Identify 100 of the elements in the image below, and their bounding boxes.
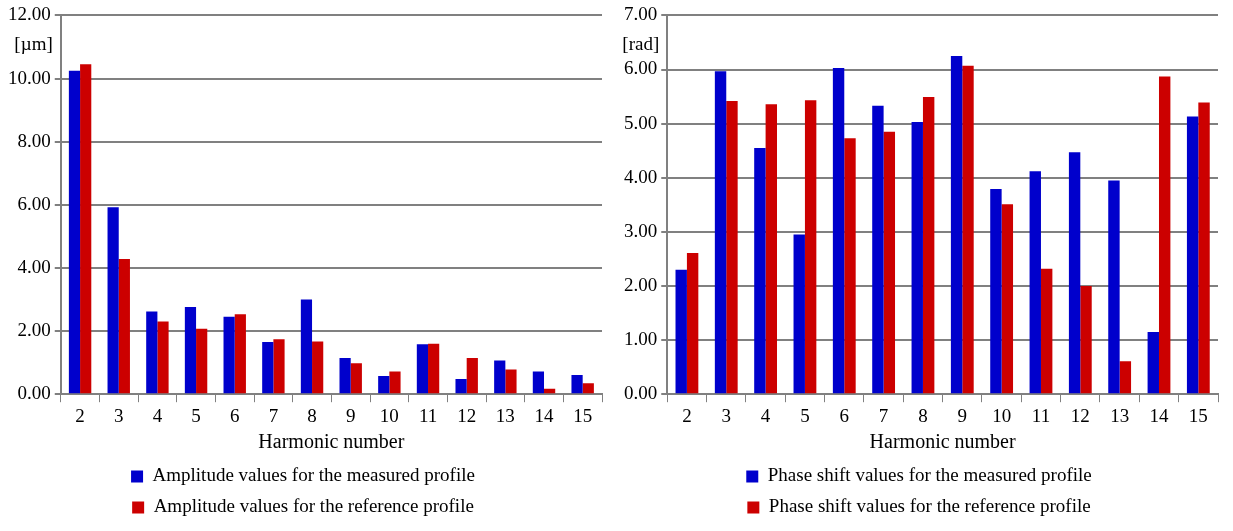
bar bbox=[1147, 331, 1159, 394]
bar bbox=[378, 375, 390, 394]
legend-label: Phase shift values for the reference profile bbox=[768, 495, 1091, 517]
y-tick-label: 0.00 bbox=[624, 382, 658, 404]
bar bbox=[544, 388, 556, 394]
y-tick-label: 5.00 bbox=[624, 111, 658, 133]
x-tick-label: 8 bbox=[307, 404, 317, 426]
x-axis-title: Harmonic number bbox=[258, 430, 405, 453]
bar bbox=[300, 299, 313, 394]
y-tick-label: 1.00 bbox=[624, 328, 658, 350]
bar bbox=[872, 105, 884, 394]
bar bbox=[922, 97, 935, 394]
bar bbox=[262, 342, 274, 394]
bar bbox=[1029, 171, 1041, 394]
bar bbox=[804, 100, 817, 394]
y-tick-label: 12.00 bbox=[8, 3, 51, 25]
x-tick-label: 5 bbox=[191, 404, 201, 426]
x-tick-label: 11 bbox=[1031, 404, 1051, 426]
bar bbox=[726, 100, 738, 394]
y-tick-label: 8.00 bbox=[17, 129, 51, 151]
bar bbox=[1080, 285, 1092, 394]
bar bbox=[146, 311, 158, 394]
bar bbox=[505, 369, 517, 394]
x-tick-label: 9 bbox=[957, 404, 968, 426]
x-tick-label: 14 bbox=[1149, 404, 1169, 426]
x-tick-label: 5 bbox=[800, 404, 810, 426]
bar bbox=[494, 360, 506, 394]
x-tick-label: 9 bbox=[345, 404, 356, 426]
x-tick-label: 7 bbox=[268, 404, 279, 426]
bar bbox=[107, 207, 119, 394]
y-tick-label: 10.00 bbox=[8, 66, 51, 88]
x-tick-label: 11 bbox=[418, 404, 438, 426]
bar bbox=[1001, 204, 1014, 394]
x-tick-label: 15 bbox=[573, 404, 593, 426]
bar bbox=[686, 252, 699, 394]
bar bbox=[754, 147, 766, 394]
bar bbox=[675, 269, 687, 394]
bar bbox=[1068, 152, 1081, 394]
y-tick-label: 7.00 bbox=[624, 3, 658, 25]
bar bbox=[466, 357, 478, 394]
y-tick-label: 2.00 bbox=[17, 319, 51, 341]
x-tick-label: 12 bbox=[1070, 404, 1090, 426]
x-tick-label: 2 bbox=[682, 404, 692, 426]
y-tick-label: 2.00 bbox=[624, 273, 658, 295]
x-tick-label: 10 bbox=[379, 404, 399, 426]
y-tick-label: 6.00 bbox=[624, 57, 658, 79]
bar bbox=[1119, 361, 1132, 394]
bar bbox=[1108, 180, 1120, 394]
bar bbox=[416, 344, 429, 394]
bar bbox=[312, 341, 324, 394]
bar bbox=[582, 383, 594, 394]
y-tick-label: 4.00 bbox=[624, 165, 658, 187]
bar bbox=[832, 67, 845, 394]
bar bbox=[350, 363, 362, 394]
bar bbox=[793, 234, 805, 394]
bar bbox=[389, 371, 401, 394]
x-tick-label: 10 bbox=[992, 404, 1012, 426]
bar bbox=[234, 314, 246, 394]
bar bbox=[1040, 268, 1053, 394]
x-tick-label: 15 bbox=[1188, 404, 1208, 426]
x-tick-label: 12 bbox=[457, 404, 477, 426]
bar bbox=[844, 138, 856, 394]
legend-label: Amplitude values for the measured profile bbox=[152, 464, 475, 486]
y-tick-label: 3.00 bbox=[624, 219, 658, 241]
x-tick-label: 3 bbox=[721, 404, 732, 426]
bar bbox=[990, 189, 1002, 394]
y-axis-title: [rad] bbox=[622, 33, 660, 55]
y-tick-label: 0.00 bbox=[17, 382, 51, 404]
bar bbox=[911, 122, 923, 394]
x-tick-label: 7 bbox=[878, 404, 889, 426]
bar bbox=[571, 374, 583, 394]
y-tick-label: 6.00 bbox=[17, 192, 51, 214]
y-tick-label: 4.00 bbox=[17, 255, 51, 277]
bar bbox=[532, 371, 545, 394]
bar bbox=[196, 328, 208, 394]
bar bbox=[118, 259, 130, 394]
x-tick-label: 13 bbox=[1110, 404, 1130, 426]
bar bbox=[80, 64, 92, 394]
bar bbox=[1158, 76, 1171, 394]
bar bbox=[273, 339, 285, 394]
x-tick-label: 13 bbox=[495, 404, 515, 426]
bar bbox=[455, 379, 467, 394]
legend-label: Amplitude values for the reference profile bbox=[153, 495, 474, 517]
bar bbox=[184, 307, 197, 394]
bar bbox=[950, 55, 963, 394]
x-tick-label: 6 bbox=[229, 404, 240, 426]
x-tick-label: 8 bbox=[918, 404, 928, 426]
x-tick-label: 2 bbox=[75, 404, 85, 426]
bar bbox=[962, 65, 974, 394]
bar bbox=[1198, 102, 1210, 394]
bar bbox=[68, 70, 81, 394]
bar bbox=[714, 71, 727, 394]
y-axis-title: [µm] bbox=[14, 33, 53, 55]
x-tick-label: 4 bbox=[152, 404, 163, 426]
bar bbox=[883, 131, 896, 394]
x-axis-title: Harmonic number bbox=[869, 430, 1016, 453]
legend-label: Phase shift values for the measured profile bbox=[767, 464, 1092, 486]
bar bbox=[339, 357, 351, 394]
bar bbox=[1186, 116, 1199, 394]
bar bbox=[223, 316, 235, 394]
